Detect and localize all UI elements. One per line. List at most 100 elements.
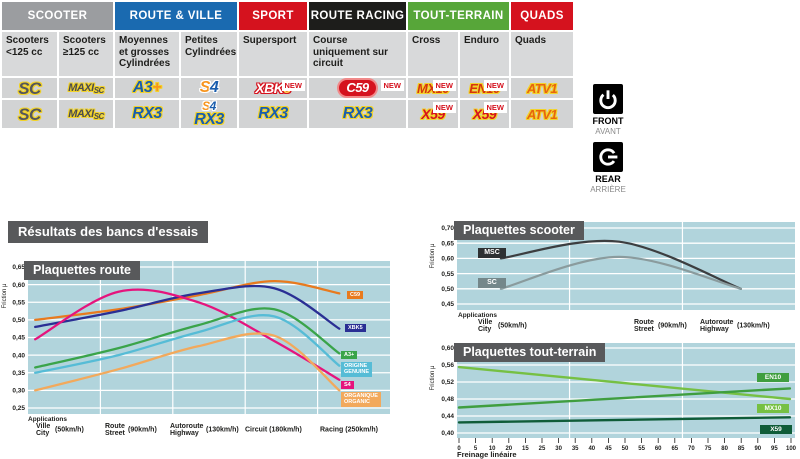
rear-cell-2: RX3 [115,100,179,128]
rear-label-fr: ARRIÈRE [590,185,626,194]
group-header-route-ville: ROUTE & VILLE [115,2,237,30]
rear-cell-3: S4 RX3 [181,100,237,128]
axle-front-block: FRONT AVANT [586,84,630,136]
front-cell-2: A3+ [115,78,179,98]
subheader-moyennes-et-grosses-cylindr-es: Moyennes et grosses Cylindrées [115,32,179,76]
x-label: Highway [700,326,729,333]
y-tick-label: 0,50 [441,286,454,293]
badge-rx3: RX3 [132,105,162,122]
front-label: FRONT [592,116,624,126]
series-msc [499,239,742,290]
rear-cell-8: ATV1 [511,100,573,128]
badge-sc: SC [18,104,41,124]
x-tick-label: 85 [738,446,745,452]
new-badge: NEW [432,102,456,113]
y-tick-label: 0,44 [441,413,454,420]
x-label: (90km/h) [658,323,687,330]
y-tick-label: 0,52 [441,379,454,386]
y-tick-label: 0,30 [12,388,25,395]
badge-rx3: RX3 [342,105,373,122]
y-tick-label: 0,25 [12,405,25,412]
x-label: (50km/h) [55,427,84,434]
x-tick-label: 65 [671,446,678,452]
y-axis-label: Friction μ [2,283,8,308]
badge-maxi-sc: MAXISC [68,107,104,121]
legend-en10: EN10 [757,373,789,383]
front-disc-icon [593,84,623,114]
x-tick-label: 45 [605,446,612,452]
x-tick-label: 25 [539,446,546,452]
series-xbk5 [34,284,341,330]
y-tick-label: 0,65 [12,264,25,271]
new-badge: NEW [380,80,404,91]
x-label: (50km/h) [498,323,527,330]
x-label: Street [634,326,655,333]
badge-s4: S4 [199,79,219,96]
x-label: Ville [36,423,50,430]
front-label-fr: AVANT [595,127,621,136]
series-sc [499,255,742,290]
badge-stack: S4 RX3 [194,100,224,128]
badge-sc: SC [18,78,41,98]
applications-label: Applications [458,312,497,319]
group-header-route-racing: ROUTE RACING [309,2,406,30]
applications-label: Applications [28,416,67,423]
y-tick-label: 0,55 [441,271,454,278]
x-axis-label: Freinage linéaire [457,450,517,459]
subheader-enduro: Enduro [460,32,509,76]
x-tick-label: 75 [705,446,712,452]
x-tick-label: 50 [622,446,629,452]
rear-cell-0: SC [2,100,57,128]
group-header-quads: QUADS [511,2,573,30]
x-label: Circuit (180km/h) [245,427,302,434]
legend-s4: S4 [341,381,354,390]
x-tick-label: 90 [754,446,761,452]
chart-canvas-scooter: 0,70 0,65 0,60 0,55 0,50 0,45 Friction μ Applic… [430,222,795,333]
x-label: Route [634,319,654,326]
y-tick-label: 0,56 [441,362,454,369]
legend-xbk5: XBK5 [345,324,366,333]
legend-sc: SC [478,278,506,289]
legend-c59: C59 [347,291,364,300]
group-header-sport: SPORT [239,2,307,30]
subheader-scooters-125-cc: Scooters <125 cc [2,32,57,76]
y-axis-label: Friction μ [430,243,436,268]
chart-title-terrain: Plaquettes tout-terrain [454,343,606,362]
badge-c59: C59 [337,78,378,98]
y-tick-label: 0,60 [441,345,454,352]
series-en10 [457,387,792,409]
x-label: Highway [170,430,199,437]
chart-title-route: Plaquettes route [24,261,140,280]
x-label: (90km/h) [128,427,157,434]
rear-disc-glyph [599,148,618,166]
x-label: City [478,326,491,333]
rear-cell-6: X59 NEW [408,100,458,128]
y-tick-label: 0,40 [12,352,25,359]
rear-label: REAR [595,174,621,184]
x-tick-label: 70 [688,446,695,452]
x-tick-label: 30 [555,446,562,452]
x-tick-label: 15 [522,446,529,452]
subheader-course-uniquement-sur-circuit: Course uniquement sur circuit [309,32,406,76]
x-label: Route [105,423,125,430]
legend-mx10: MX10 [757,404,789,414]
legend-x59: X59 [760,425,792,435]
y-tick-label: 0,35 [12,370,25,377]
y-tick-label: 0,40 [441,430,454,437]
new-badge: NEW [483,102,507,113]
x-tick-label: 40 [588,446,595,452]
x-tick-label: 100 [786,446,797,452]
front-disc-glyph [599,90,617,110]
series-organique-organic [34,332,341,392]
group-header-scooter: SCOOTER [2,2,113,30]
subheader-quads: Quads [511,32,573,76]
front-cell-3: S4 [181,78,237,98]
legend-a3: A3+ [341,351,358,360]
y-tick-label: 0,60 [441,256,454,263]
front-cell-4: XBK5NEW [239,78,307,98]
x-tick-label: 55 [638,446,645,452]
rear-disc-icon [593,142,623,172]
x-tick-label: 95 [771,446,778,452]
series-a3 [34,307,341,369]
x-tick-label: 20 [505,446,512,452]
